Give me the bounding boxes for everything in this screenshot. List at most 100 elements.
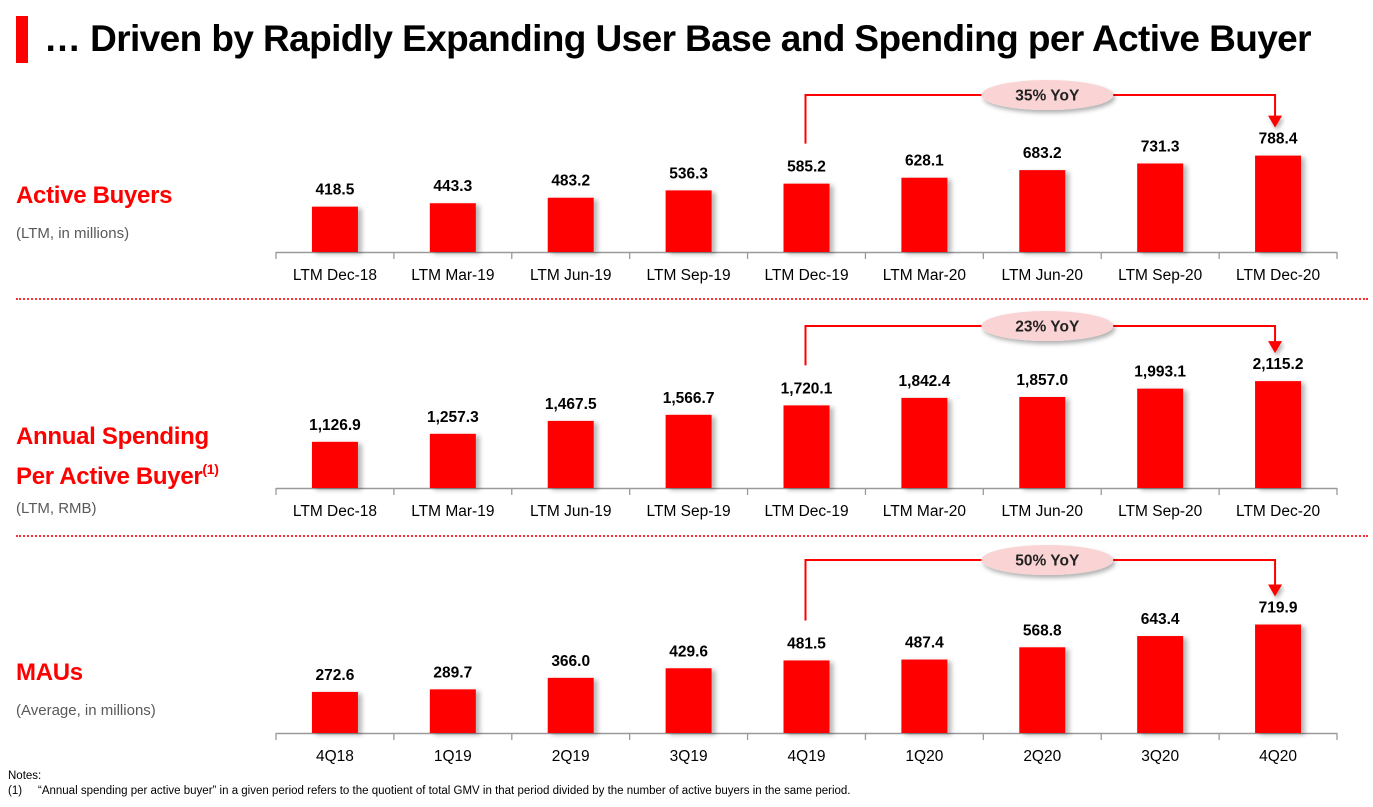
category-label: LTM Jun-20 xyxy=(1001,503,1083,520)
section-label-spending-text: Per Active Buyer xyxy=(16,463,203,490)
section-label-maus: MAUs xyxy=(16,659,83,686)
data-label: 289.7 xyxy=(433,664,472,681)
data-label: 719.9 xyxy=(1259,600,1298,617)
section-label-active-buyers: Active Buyers xyxy=(16,182,173,209)
section-label-spending-line1: Annual Spending xyxy=(16,423,209,450)
yoy-badge xyxy=(981,311,1114,341)
notes: Notes: (1) “Annual spending per active bu… xyxy=(8,770,851,797)
category-label: LTM Dec-18 xyxy=(293,503,377,520)
data-label: 1,857.0 xyxy=(1016,372,1068,389)
category-label: LTM Sep-20 xyxy=(1118,267,1203,284)
bar xyxy=(783,405,830,488)
data-label: 429.6 xyxy=(669,643,708,660)
data-label: 443.3 xyxy=(433,178,472,195)
data-label: 536.3 xyxy=(669,165,708,182)
arrow-down-icon xyxy=(1268,341,1283,354)
category-label: LTM Mar-20 xyxy=(883,503,967,520)
bar xyxy=(547,677,594,733)
category-label: LTM Jun-19 xyxy=(530,503,612,520)
footnote-marker: (1) xyxy=(202,461,219,477)
data-label: 1,126.9 xyxy=(309,417,361,434)
data-label: 1,842.4 xyxy=(899,373,951,390)
bar xyxy=(1019,170,1066,252)
category-label: LTM Mar-19 xyxy=(411,503,494,520)
data-label: 1,993.1 xyxy=(1134,364,1186,381)
data-label: 683.2 xyxy=(1023,145,1062,162)
bar xyxy=(665,414,712,488)
bar xyxy=(1137,388,1184,488)
section-divider xyxy=(16,535,1368,537)
bar xyxy=(547,197,594,252)
data-label: 1,467.5 xyxy=(545,396,597,413)
bar xyxy=(901,177,948,252)
category-label: 2Q19 xyxy=(552,748,590,765)
category-label: LTM Mar-20 xyxy=(883,267,967,284)
title-accent-bar xyxy=(16,16,28,63)
bar xyxy=(1255,155,1302,252)
category-label: LTM Dec-20 xyxy=(1236,503,1321,520)
category-label: 1Q20 xyxy=(905,748,943,765)
category-label: 4Q19 xyxy=(788,748,826,765)
bar xyxy=(1255,624,1302,733)
category-label: LTM Mar-19 xyxy=(411,267,494,284)
bar xyxy=(901,397,948,488)
bar xyxy=(1019,396,1066,488)
bar xyxy=(665,190,712,252)
bar xyxy=(311,441,358,488)
data-label: 483.2 xyxy=(551,173,590,190)
data-label: 2,115.2 xyxy=(1253,356,1304,373)
data-label: 418.5 xyxy=(316,182,355,199)
yoy-badge-label: 23% YoY xyxy=(1015,319,1080,336)
notes-heading: Notes: xyxy=(8,770,42,782)
data-label: 628.1 xyxy=(905,153,944,170)
data-label: 481.5 xyxy=(787,635,826,652)
section-sublabel-spending: (LTM, RMB) xyxy=(16,500,97,517)
yoy-badge-label: 35% YoY xyxy=(1015,88,1080,105)
yoy-badge-label: 50% YoY xyxy=(1015,553,1080,570)
bar xyxy=(429,203,476,252)
bar xyxy=(311,691,358,733)
bar xyxy=(429,689,476,733)
category-label: LTM Jun-19 xyxy=(530,267,612,284)
page-title: … Driven by Rapidly Expanding User Base … xyxy=(44,18,1312,59)
bar xyxy=(429,433,476,488)
arrow-down-icon xyxy=(1268,115,1283,128)
category-label: LTM Jun-20 xyxy=(1001,267,1083,284)
bar xyxy=(783,183,830,252)
category-label: 3Q19 xyxy=(670,748,708,765)
category-label: 2Q20 xyxy=(1023,748,1061,765)
category-label: LTM Dec-19 xyxy=(764,503,848,520)
section-sublabel-active-buyers: (LTM, in millions) xyxy=(16,225,130,242)
data-label: 643.4 xyxy=(1141,611,1180,628)
section-label-spending-line2: Per Active Buyer(1) xyxy=(16,453,219,493)
note-item: (1) “Annual spending per active buyer” in… xyxy=(8,785,851,797)
category-label: LTM Sep-19 xyxy=(647,267,731,284)
bar xyxy=(1137,636,1184,733)
bar xyxy=(1019,647,1066,733)
bar xyxy=(311,206,358,252)
data-label: 585.2 xyxy=(787,159,826,176)
yoy-badge xyxy=(981,545,1114,575)
category-label: LTM Dec-19 xyxy=(764,267,848,284)
bar xyxy=(783,660,830,733)
category-label: 4Q20 xyxy=(1259,748,1297,765)
category-label: 3Q20 xyxy=(1141,748,1179,765)
data-label: 568.8 xyxy=(1023,622,1062,639)
data-label: 272.6 xyxy=(316,667,355,684)
note-marker: (1) xyxy=(8,785,23,797)
data-label: 1,566.7 xyxy=(663,390,715,407)
bar xyxy=(547,420,594,488)
category-label: 4Q18 xyxy=(316,748,354,765)
bar xyxy=(901,659,948,733)
section-sublabel-maus: (Average, in millions) xyxy=(16,702,156,719)
data-label: 1,720.1 xyxy=(781,380,833,397)
data-label: 1,257.3 xyxy=(427,409,479,426)
data-label: 366.0 xyxy=(551,653,590,670)
arrow-down-icon xyxy=(1268,584,1283,597)
category-label: LTM Dec-20 xyxy=(1236,267,1321,284)
bar xyxy=(1137,163,1184,252)
bar xyxy=(665,668,712,733)
